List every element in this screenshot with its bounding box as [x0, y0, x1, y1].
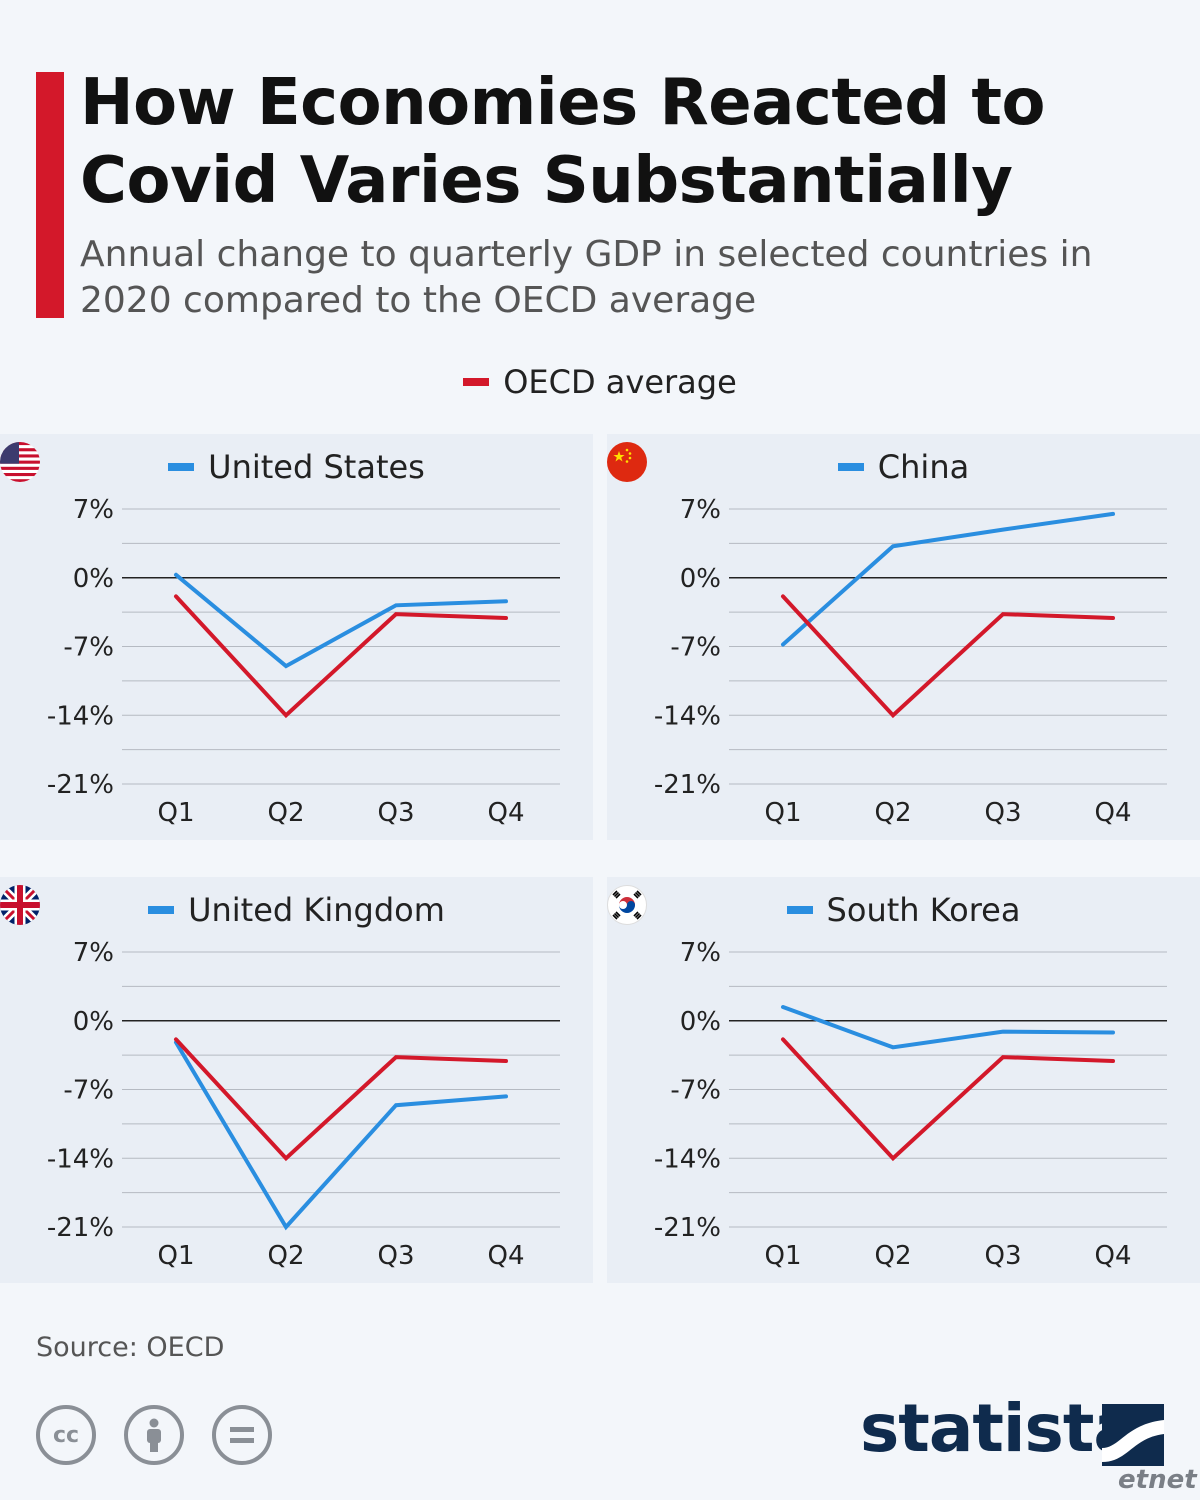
country-legend-swatch	[168, 463, 195, 471]
line-chart-china: 7% 0% -7% -14% -21% Q1 Q2 Q3 Q4	[654, 495, 1167, 828]
oecd-legend-swatch	[463, 378, 490, 386]
oecd-series-line	[781, 1037, 1115, 1162]
panel-header: United Kingdom	[0, 885, 593, 935]
country-legend-swatch	[148, 906, 175, 914]
country-legend-swatch	[837, 463, 864, 471]
source-note: Source: OECD	[36, 1332, 225, 1363]
country-series-line	[174, 1040, 508, 1231]
oecd-series-line	[174, 594, 508, 719]
x-tick-label: Q3	[984, 1241, 1021, 1271]
y-tick-label: -7%	[63, 633, 114, 663]
country-legend-swatch	[786, 906, 813, 914]
y-tick-label: 7%	[73, 938, 114, 968]
license-icons: cc	[36, 1405, 272, 1465]
y-tick-label: -21%	[654, 770, 721, 800]
panel-title: South Korea	[826, 891, 1021, 929]
y-tick-label: -7%	[63, 1076, 114, 1106]
country-series-line	[174, 572, 508, 669]
y-tick-label: 0%	[680, 1007, 721, 1037]
y-tick-label: 0%	[73, 1007, 114, 1037]
chart-legend: OECD average	[0, 360, 1200, 404]
y-tick-label: 0%	[73, 564, 114, 594]
y-tick-label: -7%	[670, 633, 721, 663]
x-tick-label: Q1	[157, 798, 194, 828]
x-tick-label: Q2	[267, 798, 304, 828]
y-tick-label: -14%	[654, 1144, 721, 1174]
y-tick-label: 0%	[680, 564, 721, 594]
x-tick-label: Q1	[764, 798, 801, 828]
x-tick-label: Q4	[487, 798, 524, 828]
page-subtitle: Annual change to quarterly GDP in select…	[80, 234, 1093, 321]
us-flag-icon	[0, 442, 40, 482]
x-tick-label: Q3	[377, 1241, 414, 1271]
oecd-series-line	[174, 1037, 508, 1162]
attribution-icon[interactable]	[124, 1405, 184, 1465]
x-tick-label: Q1	[764, 1241, 801, 1271]
x-tick-label: Q4	[1094, 798, 1131, 828]
no-derivatives-icon[interactable]	[212, 1405, 272, 1465]
panel-title: United Kingdom	[188, 891, 445, 929]
panel-title: United States	[208, 448, 425, 486]
y-tick-label: -14%	[654, 701, 721, 731]
chart-panel-united-states: United States 7% 0% -7% -14% -21% Q1 Q2 Q3 Q4	[0, 434, 593, 840]
south-korea-flag-icon	[607, 885, 647, 925]
panel-title: China	[877, 448, 970, 486]
line-chart-united-states: 7% 0% -7% -14% -21% Q1 Q2 Q3 Q4	[47, 495, 560, 828]
panel-header: China	[607, 442, 1200, 492]
y-tick-label: 7%	[680, 938, 721, 968]
oecd-series-line	[781, 594, 1115, 719]
y-tick-label: -21%	[47, 770, 114, 800]
x-tick-label: Q2	[874, 1241, 911, 1271]
x-tick-label: Q2	[874, 798, 911, 828]
y-tick-label: 7%	[73, 495, 114, 525]
panel-header: United States	[0, 442, 593, 492]
country-series-line	[781, 1005, 1115, 1050]
etnet-watermark: etnet	[1118, 1465, 1197, 1495]
chart-panel-south-korea: South Korea 7% 0% -7% -14% -21% Q1 Q2 Q3 Q4	[607, 877, 1200, 1283]
x-tick-label: Q4	[1094, 1241, 1131, 1271]
panel-header: South Korea	[607, 885, 1200, 935]
y-tick-label: -14%	[47, 701, 114, 731]
y-tick-label: -14%	[47, 1144, 114, 1174]
china-flag-icon	[607, 442, 647, 482]
x-tick-label: Q3	[377, 798, 414, 828]
x-tick-label: Q3	[984, 798, 1021, 828]
y-tick-label: -21%	[654, 1213, 721, 1243]
y-tick-label: 7%	[680, 495, 721, 525]
line-chart-united-kingdom: 7% 0% -7% -14% -21% Q1 Q2 Q3 Q4	[47, 938, 560, 1271]
x-tick-label: Q1	[157, 1241, 194, 1271]
country-series-line	[781, 511, 1115, 647]
uk-flag-icon	[0, 885, 40, 925]
y-tick-label: -7%	[670, 1076, 721, 1106]
y-tick-label: -21%	[47, 1213, 114, 1243]
statista-logo-mark-icon	[1102, 1404, 1164, 1466]
title-accent-bar	[36, 72, 64, 318]
chart-panel-china: China 7% 0% -7% -14% -21% Q1 Q2 Q3 Q4	[607, 434, 1200, 840]
line-chart-south-korea: 7% 0% -7% -14% -21% Q1 Q2 Q3 Q4	[654, 938, 1167, 1271]
x-tick-label: Q4	[487, 1241, 524, 1271]
x-tick-label: Q2	[267, 1241, 304, 1271]
statista-logo[interactable]: statista	[860, 1390, 1138, 1467]
chart-panel-united-kingdom: United Kingdom 7% 0% -7% -14% -21% Q1 Q2 Q3 Q4	[0, 877, 593, 1283]
page-title: How Economies Reacted to Covid Varies Su…	[80, 66, 1045, 218]
oecd-legend-label: OECD average	[503, 363, 737, 401]
creative-commons-icon[interactable]: cc	[36, 1405, 96, 1465]
